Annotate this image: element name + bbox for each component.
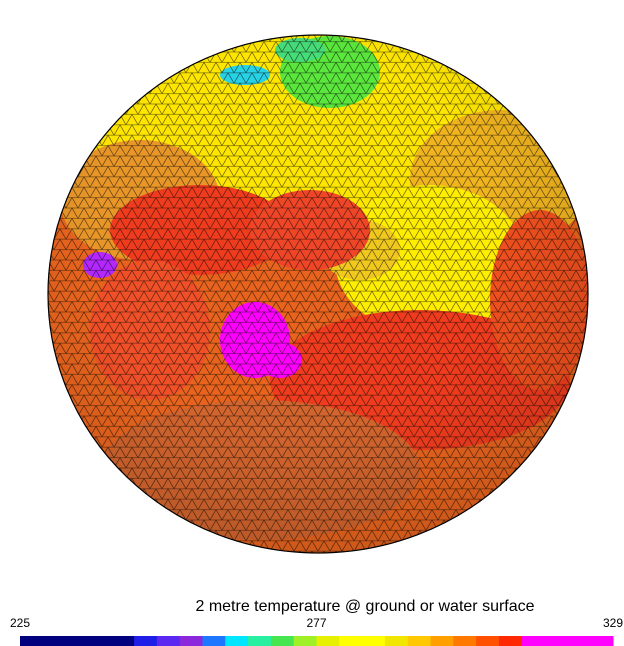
colorbar-segment: [66, 636, 89, 646]
colorbar-segment: [134, 636, 157, 646]
colorbar-segment: [317, 636, 340, 646]
page: 2 metre temperature @ ground or water su…: [0, 0, 624, 646]
colorbar-segment: [225, 636, 248, 646]
globe: [40, 10, 600, 560]
colorbar-segment: [294, 636, 317, 646]
colorbar-segment: [157, 636, 180, 646]
colorbar-segment: [43, 636, 66, 646]
colorbar-segment: [408, 636, 431, 646]
colorbar-segment: [545, 636, 568, 646]
colorbar-segment: [499, 636, 522, 646]
colorbar-segment: [431, 636, 454, 646]
colorbar-segment: [385, 636, 408, 646]
colorbar-tick-label: 329: [603, 616, 623, 630]
colorbar-segment: [362, 636, 385, 646]
colorbar-segment: [111, 636, 134, 646]
colorbar-segment: [248, 636, 271, 646]
colorbar-tick-label: 225: [10, 616, 30, 630]
colorbar-segment: [88, 636, 111, 646]
colorbar-segment: [476, 636, 499, 646]
colorbar-segment: [271, 636, 294, 646]
colorbar-segment: [20, 636, 43, 646]
colorbar-segment: [590, 636, 613, 646]
colorbar-segment: [202, 636, 225, 646]
colorbar-segment: [180, 636, 203, 646]
colorbar-segment: [339, 636, 362, 646]
colorbar-segment: [567, 636, 590, 646]
colorbar: 225 277 329: [10, 616, 623, 646]
colorbar-segment: [522, 636, 545, 646]
colorbar-tick-label: 277: [306, 616, 326, 630]
title: 2 metre temperature @ ground or water su…: [195, 598, 534, 615]
colorbar-segment: [453, 636, 476, 646]
